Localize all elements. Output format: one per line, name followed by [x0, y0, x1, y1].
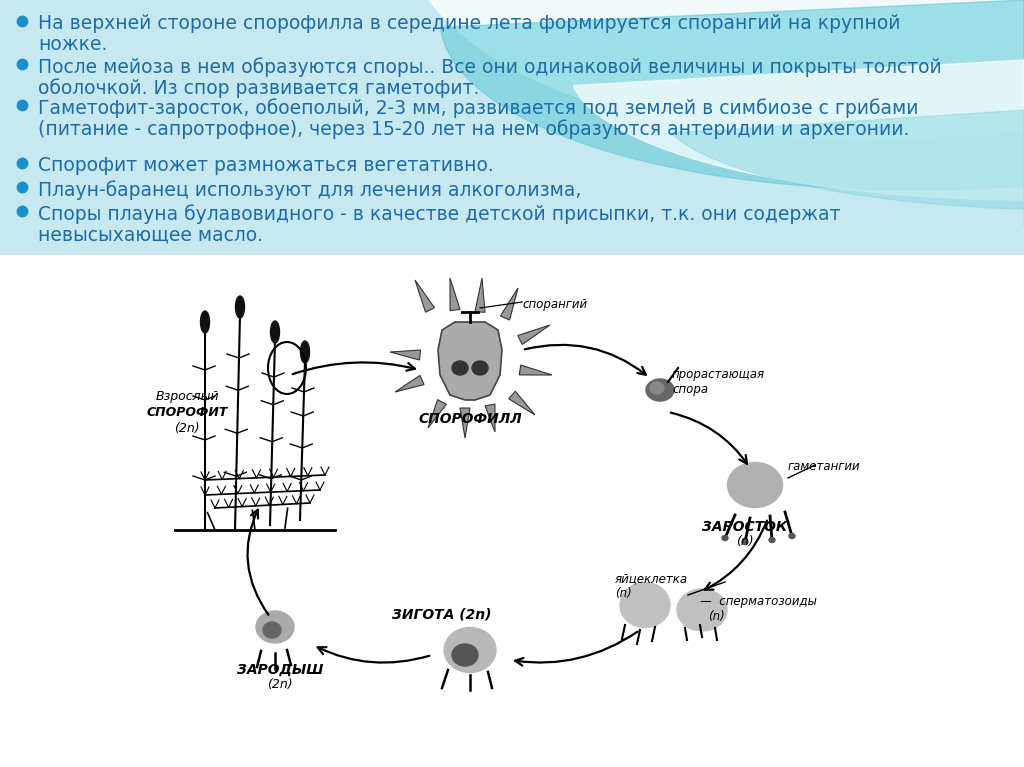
Text: ЗАРОДЫШ: ЗАРОДЫШ: [237, 663, 324, 677]
Text: (n): (n): [736, 535, 754, 548]
Ellipse shape: [270, 321, 280, 343]
Text: —  сперматозоиды: — сперматозоиды: [700, 595, 817, 608]
Ellipse shape: [769, 538, 775, 542]
Text: Гаметофит-заросток, обоеполый, 2-3 мм, развивается под землей в симбиозе с гриба: Гаметофит-заросток, обоеполый, 2-3 мм, р…: [38, 98, 919, 117]
Text: спорангий: спорангий: [522, 298, 587, 311]
Ellipse shape: [452, 644, 478, 666]
Polygon shape: [501, 288, 518, 320]
Ellipse shape: [646, 379, 674, 401]
Ellipse shape: [300, 341, 309, 363]
Ellipse shape: [236, 296, 245, 318]
Text: Споры плауна булавовидного - в качестве детской присыпки, т.к. они содержат: Споры плауна булавовидного - в качестве …: [38, 204, 841, 224]
Ellipse shape: [650, 382, 664, 394]
Polygon shape: [400, 0, 1024, 140]
Text: (питание - сапротрофное), через 15-20 лет на нем образуются антеридии и архегони: (питание - сапротрофное), через 15-20 ле…: [38, 119, 909, 139]
Text: ЗИГОТА (2n): ЗИГОТА (2n): [392, 608, 492, 622]
Text: спора: спора: [672, 383, 709, 396]
Polygon shape: [485, 404, 495, 432]
Text: (2n): (2n): [174, 422, 200, 435]
Text: СПОРОФИТ: СПОРОФИТ: [146, 406, 227, 419]
Bar: [0, 0, 1024, 255]
Text: яйцеклетка: яйцеклетка: [615, 572, 688, 585]
Ellipse shape: [472, 361, 488, 375]
Text: (n): (n): [615, 587, 632, 600]
Ellipse shape: [263, 622, 281, 638]
Polygon shape: [440, 0, 1024, 190]
Ellipse shape: [201, 311, 210, 333]
Polygon shape: [519, 365, 552, 375]
Polygon shape: [475, 278, 485, 312]
Text: Спорофит может размножаться вегетативно.: Спорофит может размножаться вегетативно.: [38, 156, 494, 175]
Polygon shape: [428, 400, 446, 428]
Text: СПОРОФИЛЛ: СПОРОФИЛЛ: [418, 412, 522, 426]
Polygon shape: [438, 322, 502, 400]
Polygon shape: [460, 408, 470, 438]
Polygon shape: [509, 391, 535, 415]
Text: Плаун-баранец используют для лечения алкоголизма,: Плаун-баранец используют для лечения алк…: [38, 180, 582, 199]
Ellipse shape: [790, 534, 795, 538]
Ellipse shape: [452, 361, 468, 375]
Ellipse shape: [727, 463, 782, 508]
Polygon shape: [450, 278, 460, 311]
Bar: [0, 255, 1024, 767]
Polygon shape: [573, 60, 1024, 205]
Text: ножке.: ножке.: [38, 35, 108, 54]
Ellipse shape: [722, 535, 728, 541]
Ellipse shape: [677, 589, 727, 631]
Text: невысыхающее масло.: невысыхающее масло.: [38, 225, 263, 244]
Text: (n): (n): [708, 610, 725, 623]
Text: После мейоза в нем образуются споры.. Все они одинаковой величины и покрыты толс: После мейоза в нем образуются споры.. Вс…: [38, 57, 942, 77]
Text: На верхней стороне спорофилла в середине лета формируется спорангий на крупной: На верхней стороне спорофилла в середине…: [38, 14, 900, 33]
Text: Взрослый: Взрослый: [156, 390, 219, 403]
Polygon shape: [415, 280, 434, 312]
Text: ЗАРОСТОК: ЗАРОСТОК: [702, 520, 787, 534]
Ellipse shape: [620, 582, 670, 627]
Ellipse shape: [444, 627, 496, 673]
Polygon shape: [672, 110, 1024, 226]
Polygon shape: [518, 325, 550, 344]
Text: (2n): (2n): [267, 678, 293, 691]
Text: гаметангии: гаметангии: [788, 460, 860, 473]
Polygon shape: [395, 375, 424, 392]
Ellipse shape: [256, 611, 294, 643]
Text: оболочкой. Из спор развивается гаметофит.: оболочкой. Из спор развивается гаметофит…: [38, 78, 479, 97]
Ellipse shape: [742, 539, 748, 545]
Polygon shape: [390, 350, 421, 360]
Text: прорастающая: прорастающая: [672, 368, 765, 381]
